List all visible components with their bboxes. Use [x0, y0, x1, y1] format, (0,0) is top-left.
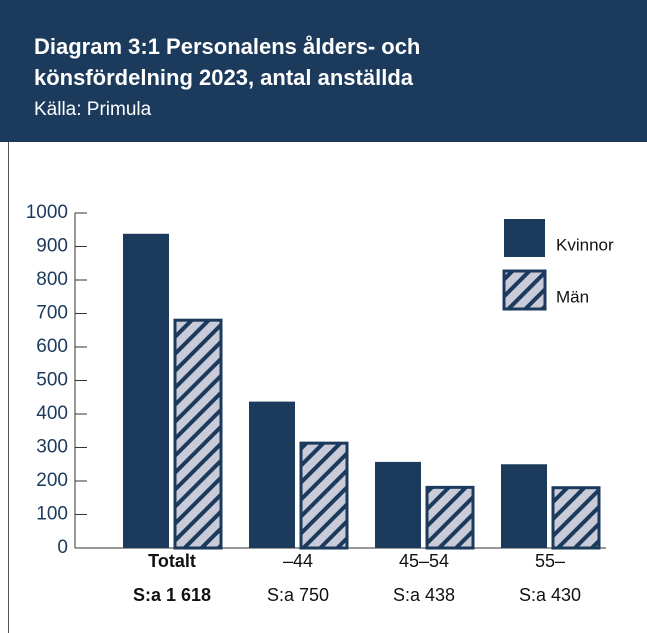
bar [123, 233, 169, 548]
y-tick-label: 700 [36, 303, 68, 324]
bar [249, 401, 295, 548]
legend-swatch [504, 219, 545, 257]
source: Källa: Primula [34, 99, 152, 120]
category-total: S:a 438 [393, 585, 455, 605]
legend-swatch [502, 269, 547, 311]
x-tick-label: Totalt [148, 551, 196, 571]
x-tick-label: –44 [283, 551, 313, 571]
y-tick-label: 400 [36, 403, 68, 424]
y-tick-label: 900 [36, 236, 68, 257]
category-total: S:a 1 618 [133, 585, 211, 605]
bar [425, 485, 475, 550]
x-tick-label: 55– [535, 551, 565, 571]
chart-title: könsfördelning 2023, antal anställda [34, 65, 414, 90]
y-tick-label: 300 [36, 437, 68, 458]
x-tick-label: 45–54 [399, 551, 449, 571]
category-total: S:a 750 [267, 585, 329, 605]
bar [375, 461, 421, 548]
legend-label: Kvinnor [556, 235, 614, 254]
bar [173, 318, 223, 550]
y-tick-label: 500 [36, 370, 68, 391]
y-tick-label: 0 [57, 537, 68, 558]
chart-title: Diagram 3:1 Personalens ålders- och [34, 34, 420, 59]
y-tick-label: 100 [36, 504, 68, 525]
y-tick-label: 800 [36, 269, 68, 290]
bar [551, 486, 601, 550]
y-tick-label: 200 [36, 470, 68, 491]
y-tick-label: 600 [36, 336, 68, 357]
header [0, 0, 647, 142]
y-tick-label: 1000 [26, 202, 68, 223]
bar [501, 464, 547, 548]
category-total: S:a 430 [519, 585, 581, 605]
bar [299, 441, 349, 550]
legend-label: Män [556, 287, 589, 306]
